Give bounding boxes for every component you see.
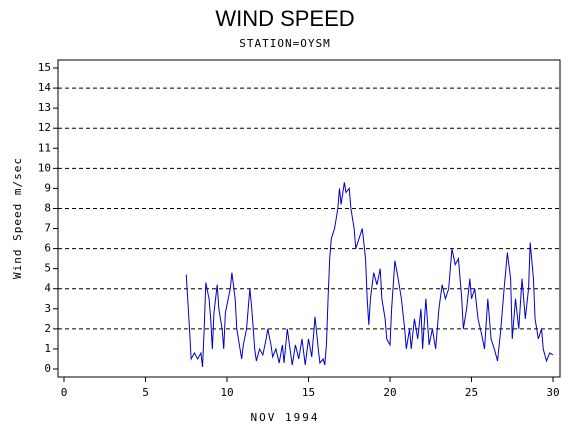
y-tick-label: 13 [38,101,51,114]
x-tick-label: 0 [61,386,68,399]
y-tick-label: 6 [44,242,51,255]
y-tick-label: 5 [44,262,51,275]
data-line [185,182,554,368]
y-tick-label: 4 [44,282,51,295]
x-tick-label: 25 [465,386,478,399]
x-tick-label: 30 [546,386,559,399]
plot-frame [57,59,561,378]
x-tick-label: 10 [220,386,233,399]
x-tick-label: 15 [302,386,315,399]
y-tick-label: 7 [44,222,51,235]
chart-subtitle: STATION=OYSM [239,37,330,50]
y-tick-label: 10 [38,161,51,174]
y-tick-label: 14 [38,81,52,94]
y-tick-label: 11 [38,141,51,154]
y-tick-label: 2 [44,322,51,335]
y-tick-label: 9 [44,181,51,194]
y-tick-label: 12 [38,121,51,134]
y-tick-label: 1 [44,342,51,355]
y-axis-label: Wind Speed m/sec [11,157,24,279]
y-tick-label: 3 [44,302,51,315]
y-tick-label: 8 [44,201,51,214]
x-tick-label: 5 [142,386,149,399]
x-tick-label: 20 [383,386,396,399]
x-axis-label: NOV 1994 [251,411,320,424]
y-tick-label: 0 [44,362,51,375]
chart-title: WIND SPEED [215,6,354,31]
y-tick-label: 15 [38,61,51,74]
